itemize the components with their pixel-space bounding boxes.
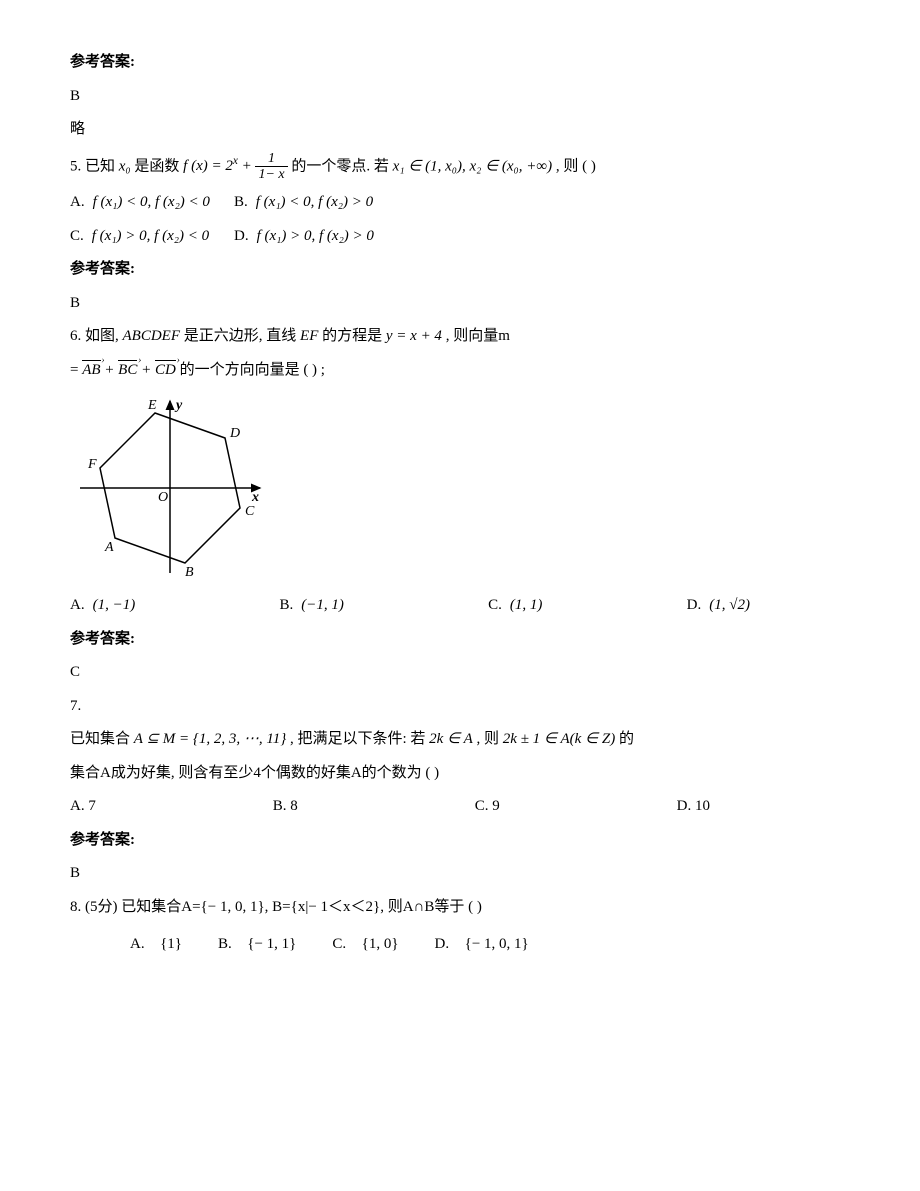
q5-options: A.f (x₁) < 0, f (x₂) < 0 B.f (x₁) < 0, f… xyxy=(70,190,850,216)
q6-options: A.(1, −1) B.(−1, 1) C.(1, 1) D.(1, √2) xyxy=(70,593,750,619)
q6-eq: y = x + 4 xyxy=(386,328,442,344)
q7-opt-b: B. 8 xyxy=(273,794,298,820)
q7-t4: 的 xyxy=(619,731,634,747)
svg-text:y: y xyxy=(174,398,183,413)
q7-answer: B xyxy=(70,861,850,887)
q5-opt-b: B.f (x₁) < 0, f (x₂) > 0 xyxy=(234,190,374,216)
q5-t4: , 则 ( ) xyxy=(556,158,596,174)
q8-opt-b: B. {− 1, 1} xyxy=(218,932,296,958)
q6-opt-d: D.(1, √2) xyxy=(687,593,750,619)
q8-stem: 8. (5分) 已知集合A={− 1, 0, 1}, B={x|− 1＜x＜2}… xyxy=(70,895,850,921)
q7-set: A ⊆ M = {1, 2, 3, ⋯, 11} xyxy=(134,731,286,747)
q7-opt-d: D. 10 xyxy=(677,794,710,820)
answer-label-4: 参考答案: xyxy=(70,828,850,854)
q5-opt-c: C.f (x₁) > 0, f (x₂) < 0 xyxy=(70,224,210,250)
q8-pts: (5分) xyxy=(85,899,118,915)
q7-opt-a: A. 7 xyxy=(70,794,96,820)
q6-opt-b: B.(−1, 1) xyxy=(279,593,343,619)
q6-t2: 是正六边形, 直线 xyxy=(184,328,297,344)
q5-c1: x₁ ∈ (1, x₀), x₂ ∈ (x₀, +∞) xyxy=(393,158,552,174)
q7-options: A. 7 B. 8 C. 9 D. 10 xyxy=(70,794,710,820)
q5-answer: B xyxy=(70,84,850,110)
q6-v3: CD xyxy=(155,362,176,378)
q8-opt-c: C. {1, 0} xyxy=(332,932,398,958)
q6-opt-c: C.(1, 1) xyxy=(488,593,542,619)
answer-label-3: 参考答案: xyxy=(70,627,850,653)
q7-c1: 2k ∈ A xyxy=(429,731,473,747)
q8-opt-a: A. {1} xyxy=(130,932,182,958)
q6-stem2: = AB + BC + CD 的一个方向向量是 ( ) ; xyxy=(70,358,850,384)
svg-text:B: B xyxy=(185,565,194,580)
q5-options2: C.f (x₁) > 0, f (x₂) < 0 D.f (x₁) > 0, f… xyxy=(70,224,850,250)
q7-t1: 已知集合 xyxy=(70,731,130,747)
q5-fx: f (x) = 2x + 11− x xyxy=(183,158,287,174)
q6-opt-a: A.(1, −1) xyxy=(70,593,135,619)
q8-num: 8. xyxy=(70,899,81,915)
q5-opt-a: A.f (x₁) < 0, f (x₂) < 0 xyxy=(70,190,210,216)
q6-v1: AB xyxy=(82,362,100,378)
q5-t3: 的一个零点. 若 xyxy=(291,158,389,174)
svg-text:E: E xyxy=(147,398,157,413)
svg-text:C: C xyxy=(245,504,255,519)
q6-plus2: + xyxy=(141,362,155,378)
q5-omit: 略 xyxy=(70,117,850,143)
q7-t5: 集合A成为好集, 则含有至少4个偶数的好集A的个数为 ( ) xyxy=(70,761,850,787)
q8-opt-d: D. {− 1, 0, 1} xyxy=(435,932,529,958)
q5-stem: 5. 已知 x₀ 是函数 f (x) = 2x + 11− x 的一个零点. 若… xyxy=(70,151,850,183)
q5-opt-d: D.f (x₁) > 0, f (x₂) > 0 xyxy=(234,224,374,250)
q5-x0: x₀ xyxy=(119,158,131,174)
svg-text:A: A xyxy=(104,540,114,555)
q7-t3: , 则 xyxy=(477,731,500,747)
hexagon-diagram: E D C B A F O x y xyxy=(70,393,270,583)
q7-num: 7. xyxy=(70,694,850,720)
q6-t6: 的一个方向向量是 ( ) ; xyxy=(180,362,325,378)
q5-t1: 已知 xyxy=(85,158,115,174)
q8-t1: 已知集合A={− 1, 0, 1}, B={x|− 1＜x＜2}, 则A∩B等于… xyxy=(121,899,482,915)
q6-num: 6. xyxy=(70,328,81,344)
q8-options: A. {1} B. {− 1, 1} C. {1, 0} D. {− 1, 0,… xyxy=(130,932,850,958)
q6-stem: 6. 如图, ABCDEF 是正六边形, 直线 EF 的方程是 y = x + … xyxy=(70,324,850,350)
q7-stem: 已知集合 A ⊆ M = {1, 2, 3, ⋯, 11} , 把满足以下条件:… xyxy=(70,727,850,753)
q6-t4: , 则向量m xyxy=(446,328,510,344)
q6-t1: 如图, xyxy=(85,328,119,344)
q5-num: 5. xyxy=(70,158,81,174)
q6-t5: = xyxy=(70,362,82,378)
q6-v2: BC xyxy=(118,362,137,378)
q6-answer: C xyxy=(70,660,850,686)
svg-text:O: O xyxy=(158,490,168,505)
q6-t3: 的方程是 xyxy=(322,328,382,344)
q5-answer2: B xyxy=(70,291,850,317)
answer-label-2: 参考答案: xyxy=(70,257,850,283)
q6-ef: EF xyxy=(300,328,318,344)
q7-c2: 2k ± 1 ∈ A(k ∈ Z) xyxy=(503,731,615,747)
q6-hex: ABCDEF xyxy=(123,328,181,344)
svg-text:x: x xyxy=(251,490,259,505)
svg-text:F: F xyxy=(87,457,97,472)
q5-t2: 是函数 xyxy=(134,158,179,174)
q7-t2: , 把满足以下条件: 若 xyxy=(290,731,425,747)
q7-opt-c: C. 9 xyxy=(475,794,500,820)
svg-text:D: D xyxy=(229,426,240,441)
answer-label: 参考答案: xyxy=(70,50,850,76)
q6-plus1: + xyxy=(104,362,118,378)
